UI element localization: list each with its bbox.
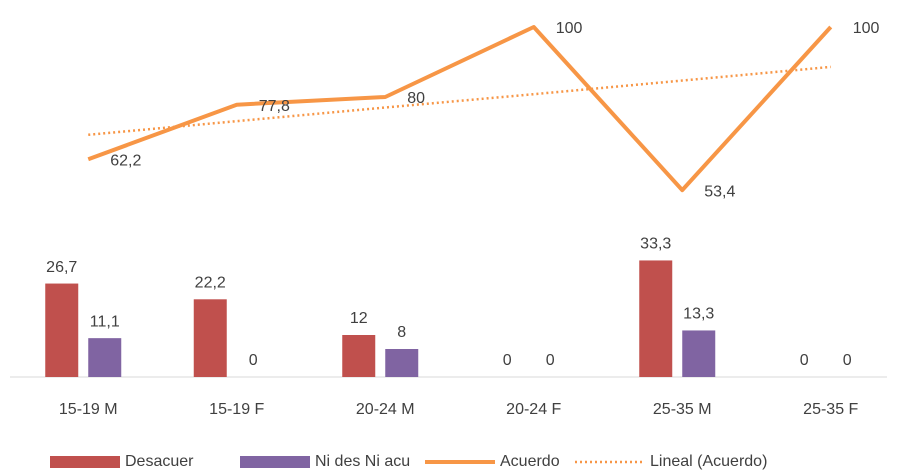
data-label: 13,3 [683,306,714,323]
bar [385,349,419,377]
bar [88,338,122,377]
bar [639,260,673,377]
data-label: 0 [843,352,852,369]
data-label: 8 [397,324,406,341]
trendline [88,65,831,137]
data-label: 62,2 [110,153,141,170]
data-label: 100 [853,20,880,37]
data-label: 0 [503,352,512,369]
x-tick-label: 20-24 F [506,401,561,418]
legend-swatch [240,456,310,468]
data-label: 0 [546,352,555,369]
data-label: 77,8 [259,98,290,115]
legend-label: Desacuer [125,453,194,470]
bar [45,283,79,377]
data-label: 26,7 [46,259,77,276]
data-label: 12 [350,310,368,327]
data-label: 100 [556,20,583,37]
data-label: 33,3 [640,236,671,253]
data-label: 0 [249,352,258,369]
line [87,25,833,193]
x-tick-label: 15-19 F [209,401,264,418]
bar [342,335,376,377]
x-tick-label: 25-35 F [803,401,858,418]
x-tick-label: 15-19 M [59,401,118,418]
legend-label: Acuerdo [500,453,560,470]
bar [682,330,716,377]
x-tick-label: 20-24 M [356,401,415,418]
data-label: 11,1 [90,313,120,330]
x-tick-label: 25-35 M [653,401,712,418]
data-label: 0 [800,352,809,369]
data-label: 53,4 [704,183,735,200]
legend-swatch [50,456,120,468]
data-label: 22,2 [195,275,226,292]
legend-label: Lineal (Acuerdo) [650,453,767,470]
legend-label: Ni des Ni acu [315,453,410,470]
data-label: 80 [407,90,425,107]
bar [193,299,227,377]
